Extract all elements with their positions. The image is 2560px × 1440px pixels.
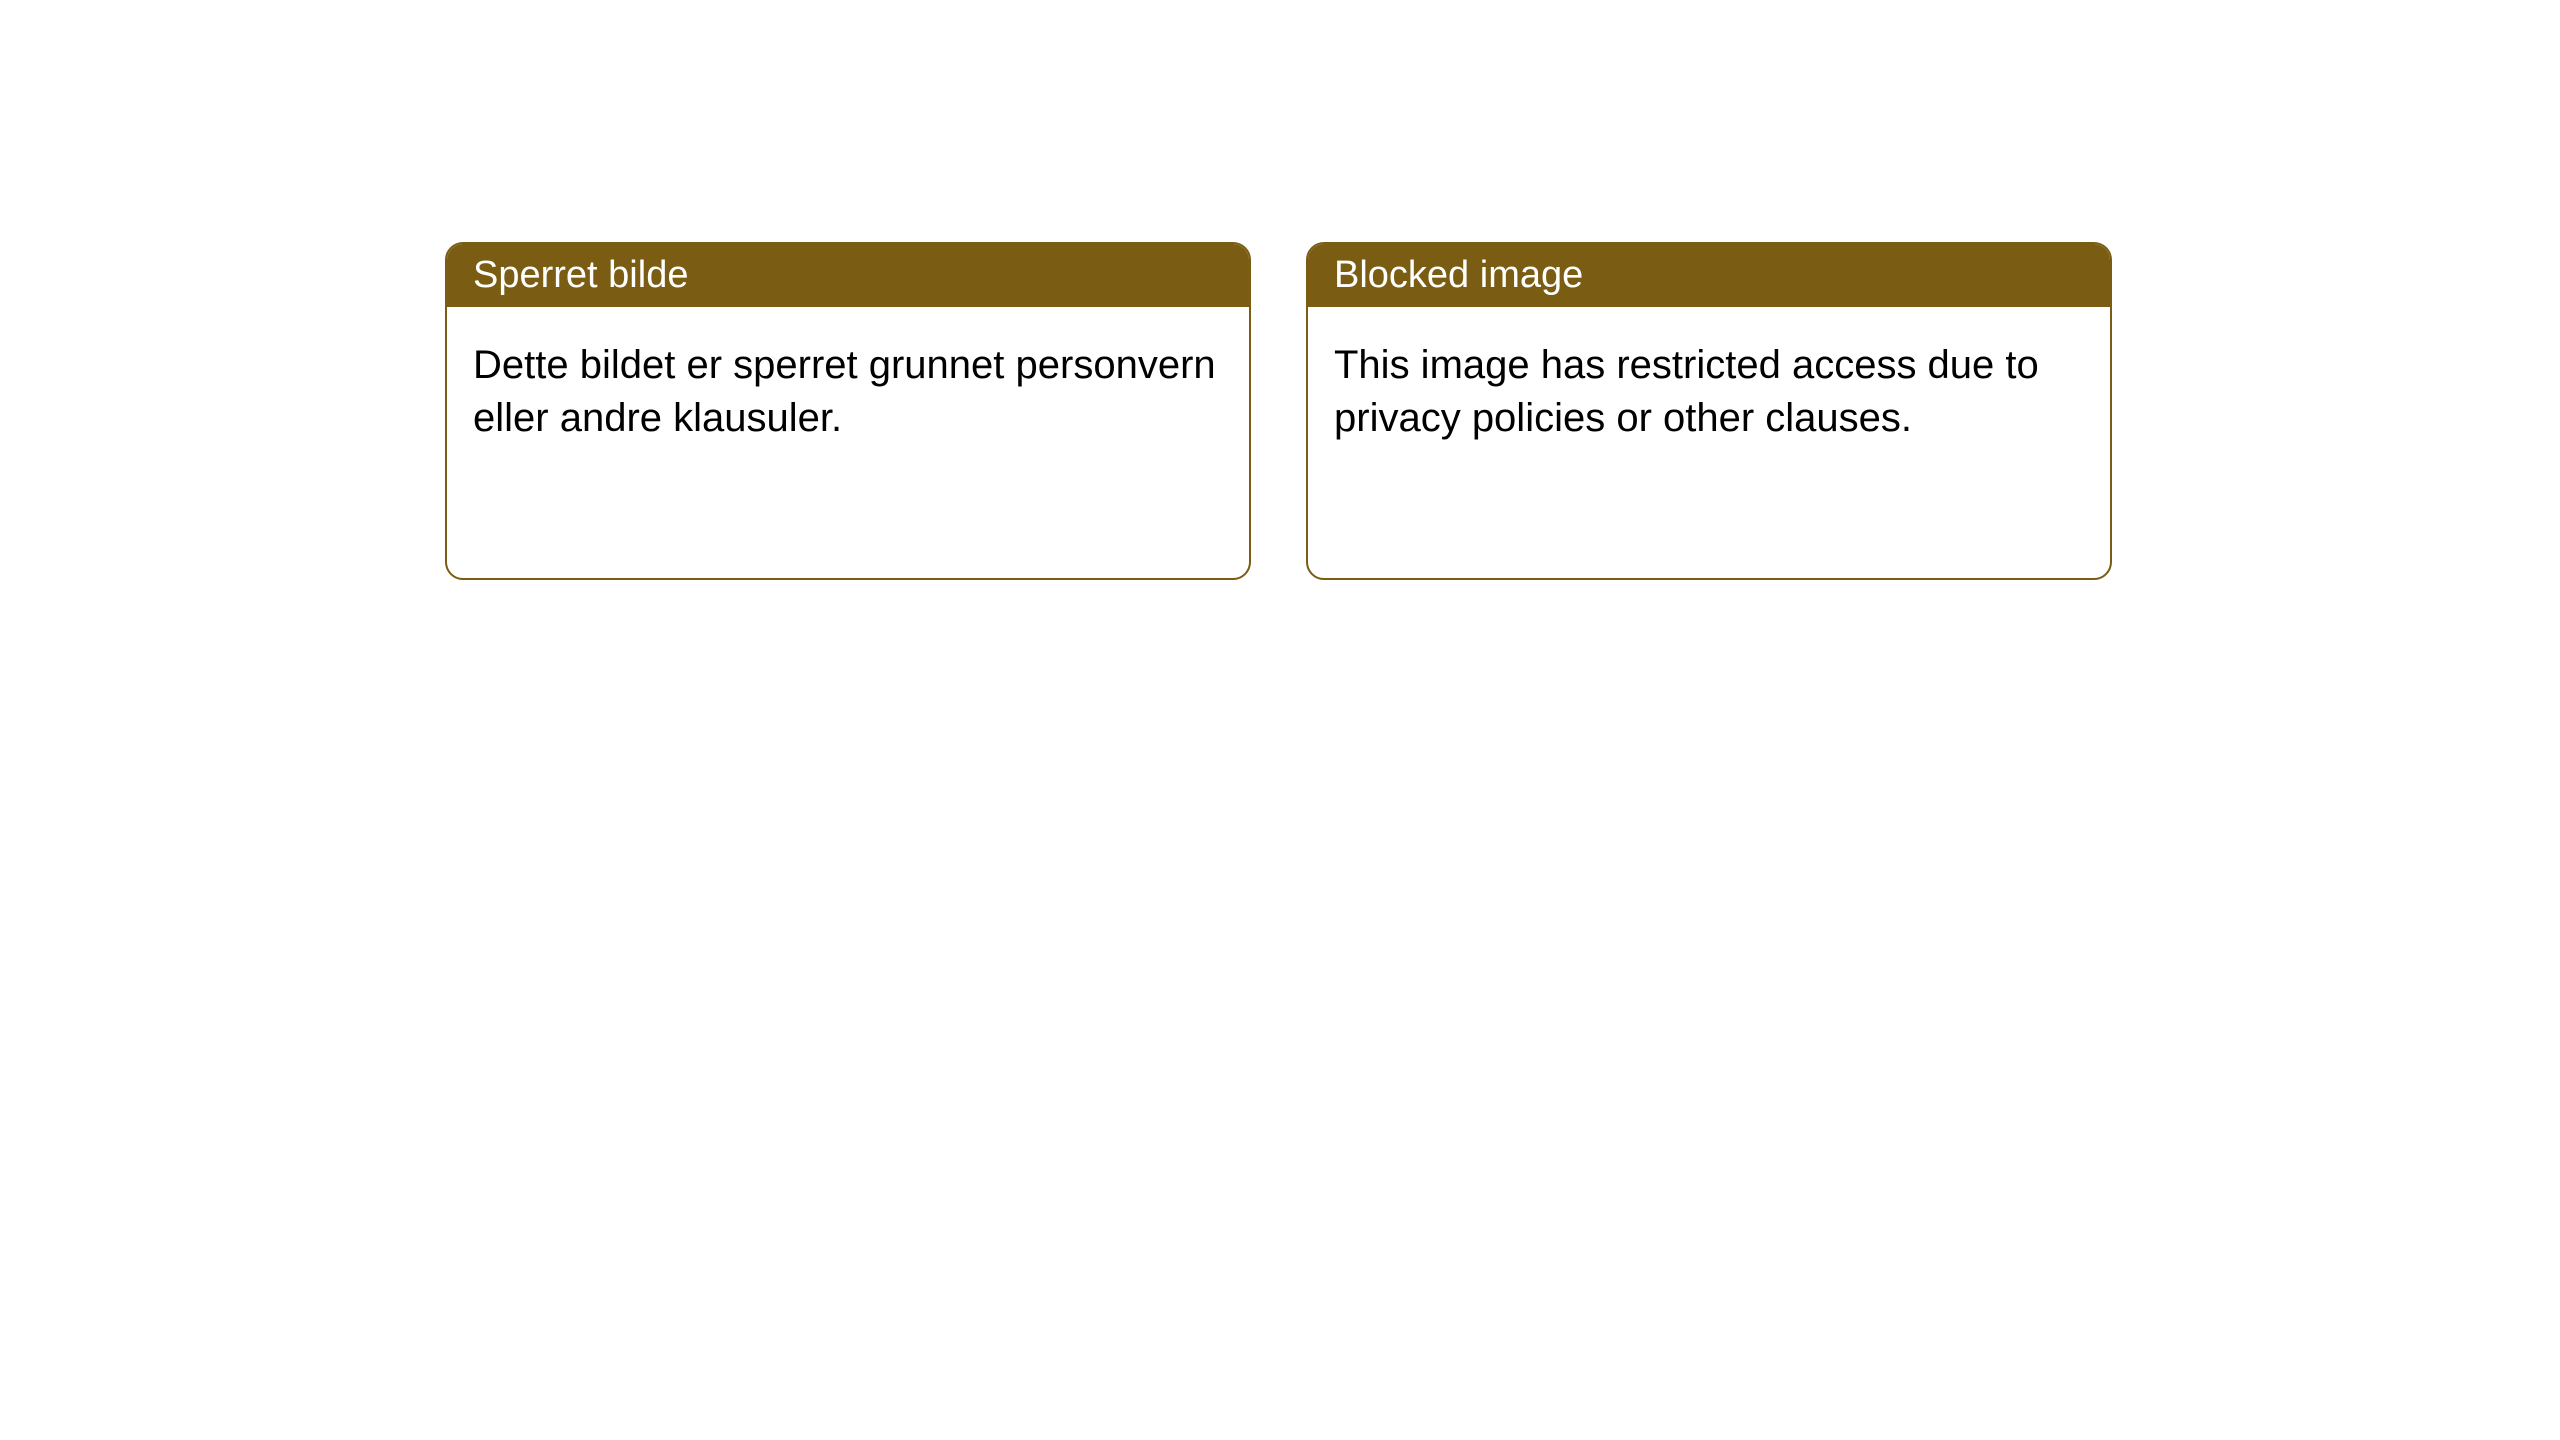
notice-card-body: This image has restricted access due to …	[1308, 307, 2110, 477]
notice-container: Sperret bilde Dette bildet er sperret gr…	[0, 0, 2560, 580]
notice-card-title: Sperret bilde	[447, 244, 1249, 307]
notice-card-body: Dette bildet er sperret grunnet personve…	[447, 307, 1249, 477]
notice-card-title: Blocked image	[1308, 244, 2110, 307]
notice-card-norwegian: Sperret bilde Dette bildet er sperret gr…	[445, 242, 1251, 580]
notice-card-english: Blocked image This image has restricted …	[1306, 242, 2112, 580]
